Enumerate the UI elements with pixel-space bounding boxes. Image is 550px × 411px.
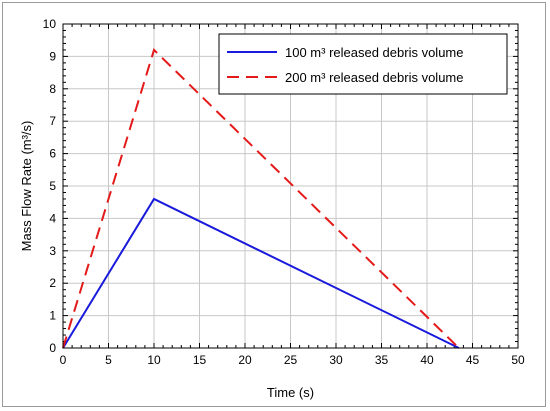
y-tick-label: 2 [49, 276, 56, 290]
x-tick-label: 0 [60, 353, 67, 367]
y-tick-label: 4 [49, 211, 56, 225]
y-tick-label: 8 [49, 82, 56, 96]
y-tick-label: 1 [49, 309, 56, 323]
x-tick-labels: 0 5 10 15 20 25 30 35 40 45 50 [60, 353, 525, 367]
x-tick-label: 20 [238, 353, 252, 367]
y-tick-label: 5 [49, 179, 56, 193]
y-tick-label: 6 [49, 147, 56, 161]
x-tick-label: 40 [420, 353, 434, 367]
x-axis-title: Time (s) [267, 385, 314, 400]
legend-label-200: 200 m³ released debris volume [285, 70, 463, 85]
series-line-200 [62, 48, 460, 349]
chart-frame: 0 5 10 15 20 25 30 35 40 45 50 0 1 2 3 4 5 6 7 8 9 10 Time (… [2, 2, 546, 407]
x-tick-label: 10 [147, 353, 161, 367]
x-tick-label: 5 [105, 353, 112, 367]
legend-box [218, 33, 508, 95]
y-tick-labels: 0 1 2 3 4 5 6 7 8 9 10 [43, 17, 57, 355]
y-tick-label: 7 [49, 114, 56, 128]
x-tick-label: 35 [375, 353, 389, 367]
y-tick-label: 10 [43, 17, 57, 31]
x-tick-label: 15 [193, 353, 207, 367]
legend: 100 m³ released debris volume 200 m³ rel… [218, 33, 508, 95]
y-axis-title: Mass Flow Rate (m³/s) [19, 121, 34, 252]
x-tick-label: 45 [466, 353, 480, 367]
x-tick-label: 50 [511, 353, 525, 367]
series-line-100 [62, 197, 460, 349]
legend-label-100: 100 m³ released debris volume [285, 45, 463, 60]
x-tick-label: 30 [329, 353, 343, 367]
x-tick-label: 25 [284, 353, 298, 367]
y-tick-label: 0 [49, 341, 56, 355]
y-tick-label: 3 [49, 244, 56, 258]
series-layer [62, 48, 460, 349]
plot-border [62, 23, 519, 349]
y-tick-label: 9 [49, 49, 56, 63]
